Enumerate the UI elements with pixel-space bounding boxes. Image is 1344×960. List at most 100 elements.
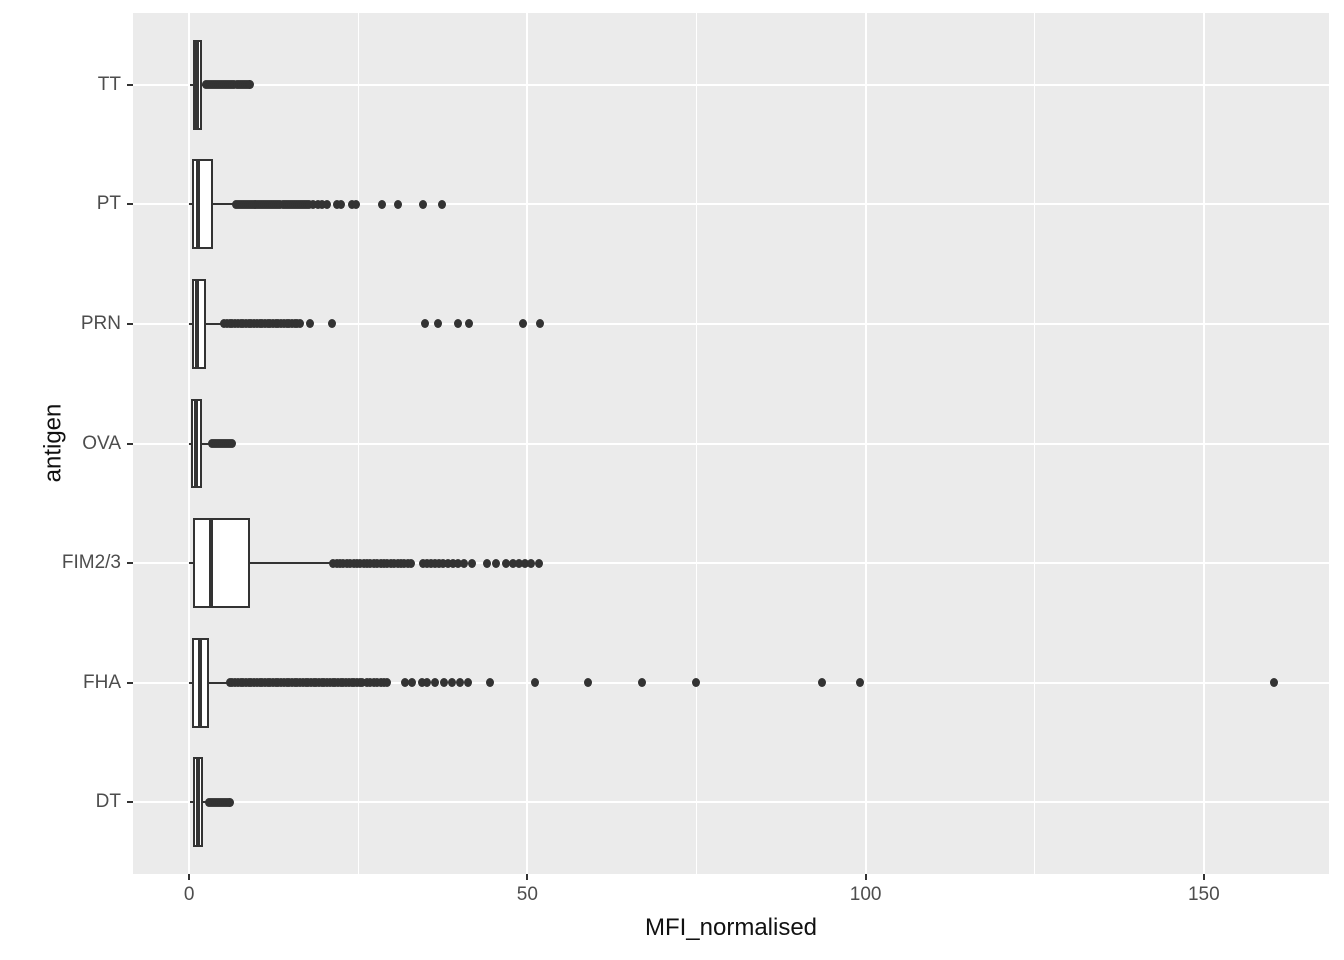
outlier-point [422,558,431,568]
y-tick-mark [127,801,133,804]
outlier-point [417,678,426,688]
outlier-point [226,797,235,807]
outlier-point [448,558,457,568]
outlier-point [430,558,439,568]
outlier-point [400,678,409,688]
median-DT [195,757,200,848]
median-PT [195,159,200,250]
y-tick-mark [127,681,133,684]
outlier-point [534,558,543,568]
median-OVA [193,398,198,489]
gridline-row [133,681,1329,684]
x-axis-title: MFI_normalised [644,914,818,941]
y-tick-label: DT [95,791,121,813]
whisker-FIM2/3 [189,562,332,565]
y-tick-mark [127,442,133,445]
outlier-point [419,199,428,209]
median-TT [194,39,199,130]
outlier-point [408,678,417,688]
outlier-point [464,319,473,329]
y-tick-label: FHA [83,671,121,693]
x-tick-mark [526,874,529,880]
outlier-point [306,319,315,329]
outlier-point [323,199,332,209]
y-tick-mark [127,562,133,565]
y-tick-mark [127,203,133,206]
outlier-point [337,199,346,209]
outlier-point [382,678,391,688]
outlier-point [377,199,386,209]
y-tick-mark [127,322,133,325]
y-tick-mark [127,83,133,86]
outlier-point [691,678,700,688]
x-tick-label: 150 [1187,884,1220,905]
y-tick-label: FIM2/3 [61,552,121,574]
outlier-point [434,558,443,568]
outlier-point [486,678,495,688]
y-axis-title: antigen [39,403,67,483]
median-FIM2/3 [209,518,214,608]
outlier-point [327,319,336,329]
y-tick-label: TT [97,73,121,95]
outlier-point [426,558,435,568]
outlier-point [308,199,317,209]
outlier-point [318,199,327,209]
x-tick-mark [1202,874,1205,880]
outlier-point [527,558,536,568]
outlier-point [431,678,440,688]
outlier-point [407,558,416,568]
outlier-point [313,199,322,209]
gridline-row [133,83,1329,86]
outlier-point [296,319,305,329]
outlier-point [351,199,360,209]
outlier-point [583,678,592,688]
outlier-point [448,678,457,688]
outlier-point [483,558,492,568]
outlier-point [454,319,463,329]
plot-panel [133,13,1329,874]
gridline-row [133,801,1329,804]
gridline-row [133,442,1329,445]
x-tick-label: 0 [183,884,195,905]
median-FHA [197,637,202,728]
outlier-point [332,199,341,209]
outlier-point [463,678,472,688]
gridline-row [133,562,1329,565]
outlier-point [434,319,443,329]
outlier-point [347,199,356,209]
outlier-point [491,558,500,568]
y-tick-label: OVA [82,432,121,454]
outlier-point [520,558,529,568]
outlier-point [514,558,523,568]
median-PRN [195,279,200,369]
gridline-row [133,322,1329,325]
outlier-point [459,558,468,568]
outlier-point [418,558,427,568]
gridline-row [133,203,1329,206]
outlier-point [421,319,430,329]
outlier-point [818,678,827,688]
outlier-point [246,80,255,90]
outlier-point [519,319,528,329]
outlier-point [454,558,463,568]
outlier-point [438,558,447,568]
outlier-point [530,678,539,688]
box-FIM2/3 [192,518,251,608]
x-tick-mark [864,874,867,880]
outlier-point [1270,678,1279,688]
outlier-point [227,439,236,448]
x-tick-label: 50 [516,884,538,905]
outlier-point [438,199,447,209]
outlier-point [856,678,865,688]
outlier-point [467,558,476,568]
x-tick-mark [188,874,191,880]
y-tick-label: PT [96,193,121,215]
y-tick-label: PRN [80,312,121,334]
outlier-point [456,678,465,688]
outlier-point [637,678,646,688]
outlier-point [358,678,367,688]
outlier-point [423,678,432,688]
outlier-point [440,678,449,688]
outlier-point [394,199,403,209]
